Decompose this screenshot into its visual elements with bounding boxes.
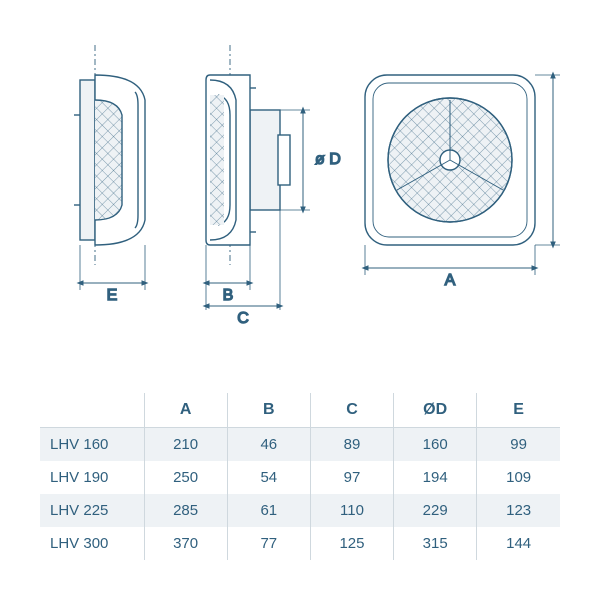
- cell: 123: [477, 494, 560, 527]
- cell: 54: [227, 461, 310, 494]
- cell: 46: [227, 428, 310, 462]
- cell: 144: [477, 527, 560, 560]
- table-row: LHV 225 285 61 110 229 123: [40, 494, 560, 527]
- cell: 110: [310, 494, 393, 527]
- label-D: ø D: [315, 151, 341, 168]
- table-row: LHV 300 370 77 125 315 144: [40, 527, 560, 560]
- technical-diagram: E: [40, 40, 560, 383]
- row-name: LHV 190: [40, 461, 144, 494]
- table-row: LHV 160 210 46 89 160 99: [40, 428, 560, 462]
- diagram-svg: E: [40, 40, 560, 340]
- cell: 99: [477, 428, 560, 462]
- table-row: LHV 190 250 54 97 194 109: [40, 461, 560, 494]
- side-view-1: E: [74, 45, 145, 304]
- label-B: B: [223, 287, 234, 304]
- label-E: E: [107, 287, 118, 304]
- cell: 194: [394, 461, 477, 494]
- cell: 125: [310, 527, 393, 560]
- col-C: C: [310, 393, 393, 428]
- cell: 210: [144, 428, 227, 462]
- cell: 89: [310, 428, 393, 462]
- front-view: A A: [365, 75, 560, 289]
- col-B: B: [227, 393, 310, 428]
- label-A-h: A: [445, 272, 456, 289]
- col-D: ØD: [394, 393, 477, 428]
- cell: 370: [144, 527, 227, 560]
- col-A: A: [144, 393, 227, 428]
- cell: 285: [144, 494, 227, 527]
- cell: 160: [394, 428, 477, 462]
- table-body: LHV 160 210 46 89 160 99 LHV 190 250 54 …: [40, 428, 560, 561]
- cell: 97: [310, 461, 393, 494]
- row-name: LHV 160: [40, 428, 144, 462]
- cell: 229: [394, 494, 477, 527]
- cell: 250: [144, 461, 227, 494]
- cell: 77: [227, 527, 310, 560]
- table-header-row: A B C ØD E: [40, 393, 560, 428]
- row-name: LHV 225: [40, 494, 144, 527]
- side-view-2: B C ø D: [206, 45, 341, 327]
- cell: 109: [477, 461, 560, 494]
- cell: 61: [227, 494, 310, 527]
- label-C: C: [237, 310, 249, 327]
- col-E: E: [477, 393, 560, 428]
- dimensions-table: A B C ØD E LHV 160 210 46 89 160 99 LHV …: [40, 393, 560, 560]
- row-name: LHV 300: [40, 527, 144, 560]
- cell: 315: [394, 527, 477, 560]
